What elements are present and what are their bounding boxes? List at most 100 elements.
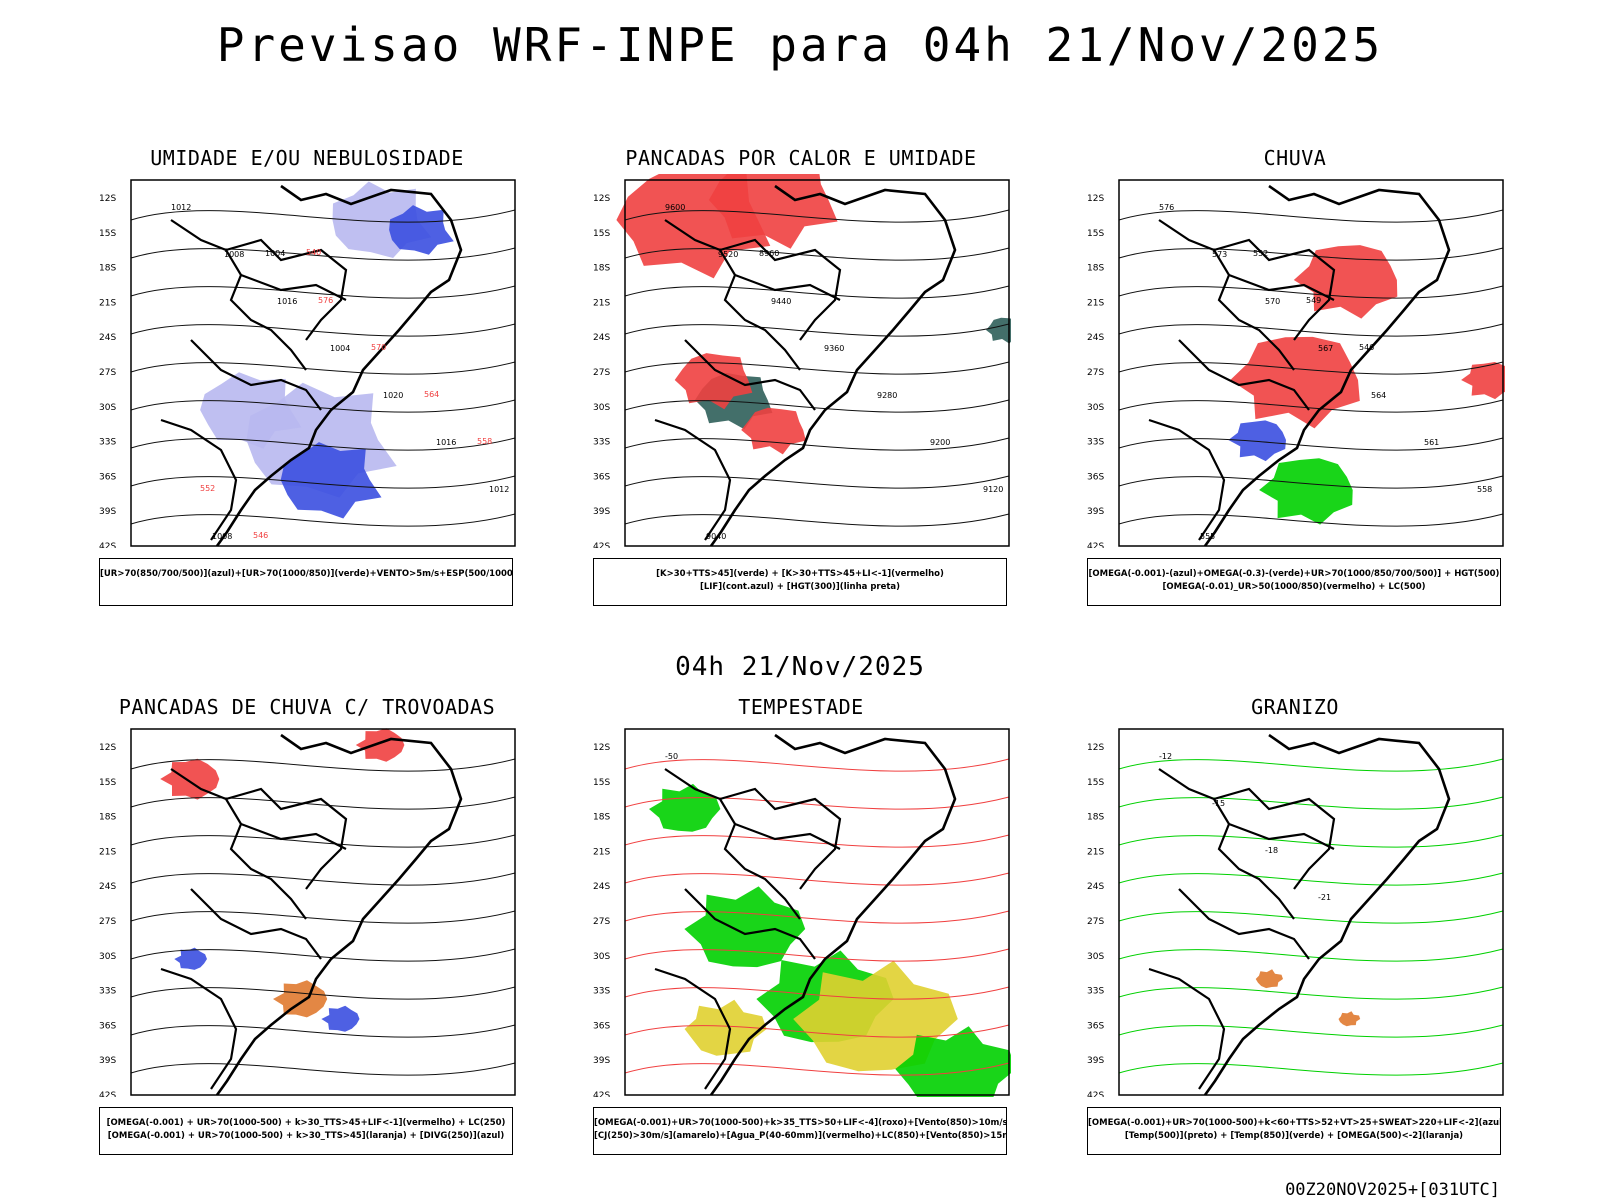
lat-tick-label: 39S [593, 1056, 610, 1066]
state-border [170, 768, 307, 920]
lat-tick-label: 18S [593, 813, 610, 823]
state-border [190, 339, 322, 411]
contour-line [624, 247, 1010, 261]
coastline [1203, 733, 1451, 1096]
contour-label: 9200 [930, 438, 950, 447]
shaded-field [1259, 458, 1353, 525]
state-border [664, 219, 801, 371]
state-border [1178, 339, 1310, 411]
contour-line [130, 1024, 516, 1038]
lat-tick-label: 30S [593, 952, 610, 962]
lat-tick-label: 39S [99, 507, 116, 517]
legend-line: [OMEGA(-0.001)+UR>70(1000-500)+k<60+TTS>… [1088, 1118, 1500, 1128]
contour-line [1118, 209, 1504, 223]
plot-frame [1118, 179, 1504, 547]
map-layer: 1012 1008 1016 1004 1020 1016 1012 1008 1004 576 5… [130, 181, 516, 547]
plot-frame [624, 728, 1010, 1096]
map-canvas: 576 573 570 567 564 561 558 555 552 549 546 12S 15S 1… [1087, 179, 1514, 559]
panel-legend: [UR>70(850/700/500)](azul)+[UR>70(1000/8… [99, 558, 513, 606]
contour-line [624, 209, 1010, 223]
lat-tick-label: 42S [593, 542, 610, 548]
contour-line [1118, 758, 1504, 772]
contour-line [1118, 399, 1504, 413]
legend-line: [CJ(250)>30m/s](amarelo)+[Agua_P(40-60mm… [594, 1131, 1006, 1141]
contour-line [624, 475, 1010, 489]
contour-line [130, 834, 516, 848]
legend-line: [OMEGA(-0.01)_UR>50(1000/850)(vermelho) … [1162, 582, 1426, 592]
lat-tick-label: 30S [593, 403, 610, 413]
state-border [1213, 238, 1336, 341]
contour-line [624, 948, 1010, 962]
lat-tick-label: 15S [1087, 778, 1104, 788]
contour-label: 546 [1359, 343, 1374, 352]
panel-legend: [OMEGA(-0.001)+UR>70(1000-500)+k<60+TTS>… [1087, 1107, 1501, 1155]
valid-time-subtitle: 04h 21/Nov/2025 [675, 652, 925, 682]
state-border [654, 967, 732, 1090]
contour-label: 9280 [877, 391, 897, 400]
lat-tick-label: 36S [593, 472, 610, 482]
contour-label: 1020 [383, 391, 403, 400]
contour-label: 546 [253, 531, 268, 540]
shaded-field [708, 154, 838, 249]
lat-tick-label: 33S [99, 987, 116, 997]
contour-line [624, 910, 1010, 924]
panel-pancadas-calor: PANCADAS POR CALOR E UMIDADE 9600 9520 944… [591, 146, 1023, 606]
contour-label: 1004 [265, 249, 285, 258]
contour-line [130, 285, 516, 299]
page-title: Previsao WRF-INPE para 04h 21/Nov/2025 [216, 18, 1384, 72]
state-border [719, 238, 842, 341]
contour-line [624, 361, 1010, 375]
contour-line [624, 872, 1010, 886]
lat-tick-label: 36S [99, 1021, 116, 1031]
panel-legend: [K>30+TTS>45](verde) + [K>30+TTS>45+LI<-… [593, 558, 1007, 606]
state-border [1213, 787, 1336, 890]
state-border [190, 888, 322, 960]
contour-label: 1016 [277, 297, 297, 306]
lat-tick-label: 33S [593, 987, 610, 997]
map-trovoadas: 12S15S18S21S24S27S30S33S36S39S42S70W65W6… [97, 723, 517, 1108]
state-border [240, 822, 347, 850]
shaded-field [1230, 336, 1360, 429]
state-border [225, 787, 348, 890]
state-border [734, 273, 841, 301]
lat-tick-label: 39S [1087, 1056, 1104, 1066]
shaded-field [649, 783, 721, 832]
map-chuva: 576 573 570 567 564 561 558 555 552 549 546 12S 15S 1… [1085, 174, 1514, 559]
shaded-field [1228, 420, 1286, 462]
contour-line [624, 834, 1010, 848]
legend-line: [OMEGA(-0.001)-(azul)+OMEGA(-0.3)-(verde… [1088, 569, 1500, 579]
shaded-field [200, 372, 302, 449]
lat-tick-label: 15S [99, 229, 116, 239]
lat-tick-label: 18S [99, 813, 116, 823]
lat-tick-label: 18S [1087, 264, 1104, 274]
contour-line [130, 948, 516, 962]
contour-line [1118, 475, 1504, 489]
contour-label: 1012 [489, 485, 509, 494]
lat-tick-label: 27S [99, 917, 116, 927]
lat-tick-label: 12S [1087, 743, 1104, 753]
contour-line [624, 323, 1010, 337]
shaded-field [1461, 362, 1514, 400]
lat-tick-label: 18S [1087, 813, 1104, 823]
contour-line [130, 247, 516, 261]
lat-tick-label: 30S [1087, 403, 1104, 413]
contour-line [1118, 285, 1504, 299]
lat-tick-label: 15S [593, 229, 610, 239]
lat-tick-label: 33S [1087, 987, 1104, 997]
shaded-field [389, 205, 454, 255]
lat-tick-label: 21S [1087, 847, 1104, 857]
contour-label: 1012 [171, 203, 191, 212]
lat-tick-label: 39S [593, 507, 610, 517]
lat-tick-label: 30S [99, 952, 116, 962]
state-border [1148, 418, 1226, 541]
contour-label: 564 [1371, 391, 1386, 400]
contour-label: 8960 [759, 249, 779, 258]
state-border [160, 967, 238, 1090]
lat-tick-label: 15S [593, 778, 610, 788]
shaded-field [273, 980, 328, 1018]
contour-label: 561 [1424, 438, 1439, 447]
contour-label: -50 [665, 752, 678, 761]
contour-line [1118, 910, 1504, 924]
shaded-field [280, 442, 382, 519]
contour-line [130, 910, 516, 924]
